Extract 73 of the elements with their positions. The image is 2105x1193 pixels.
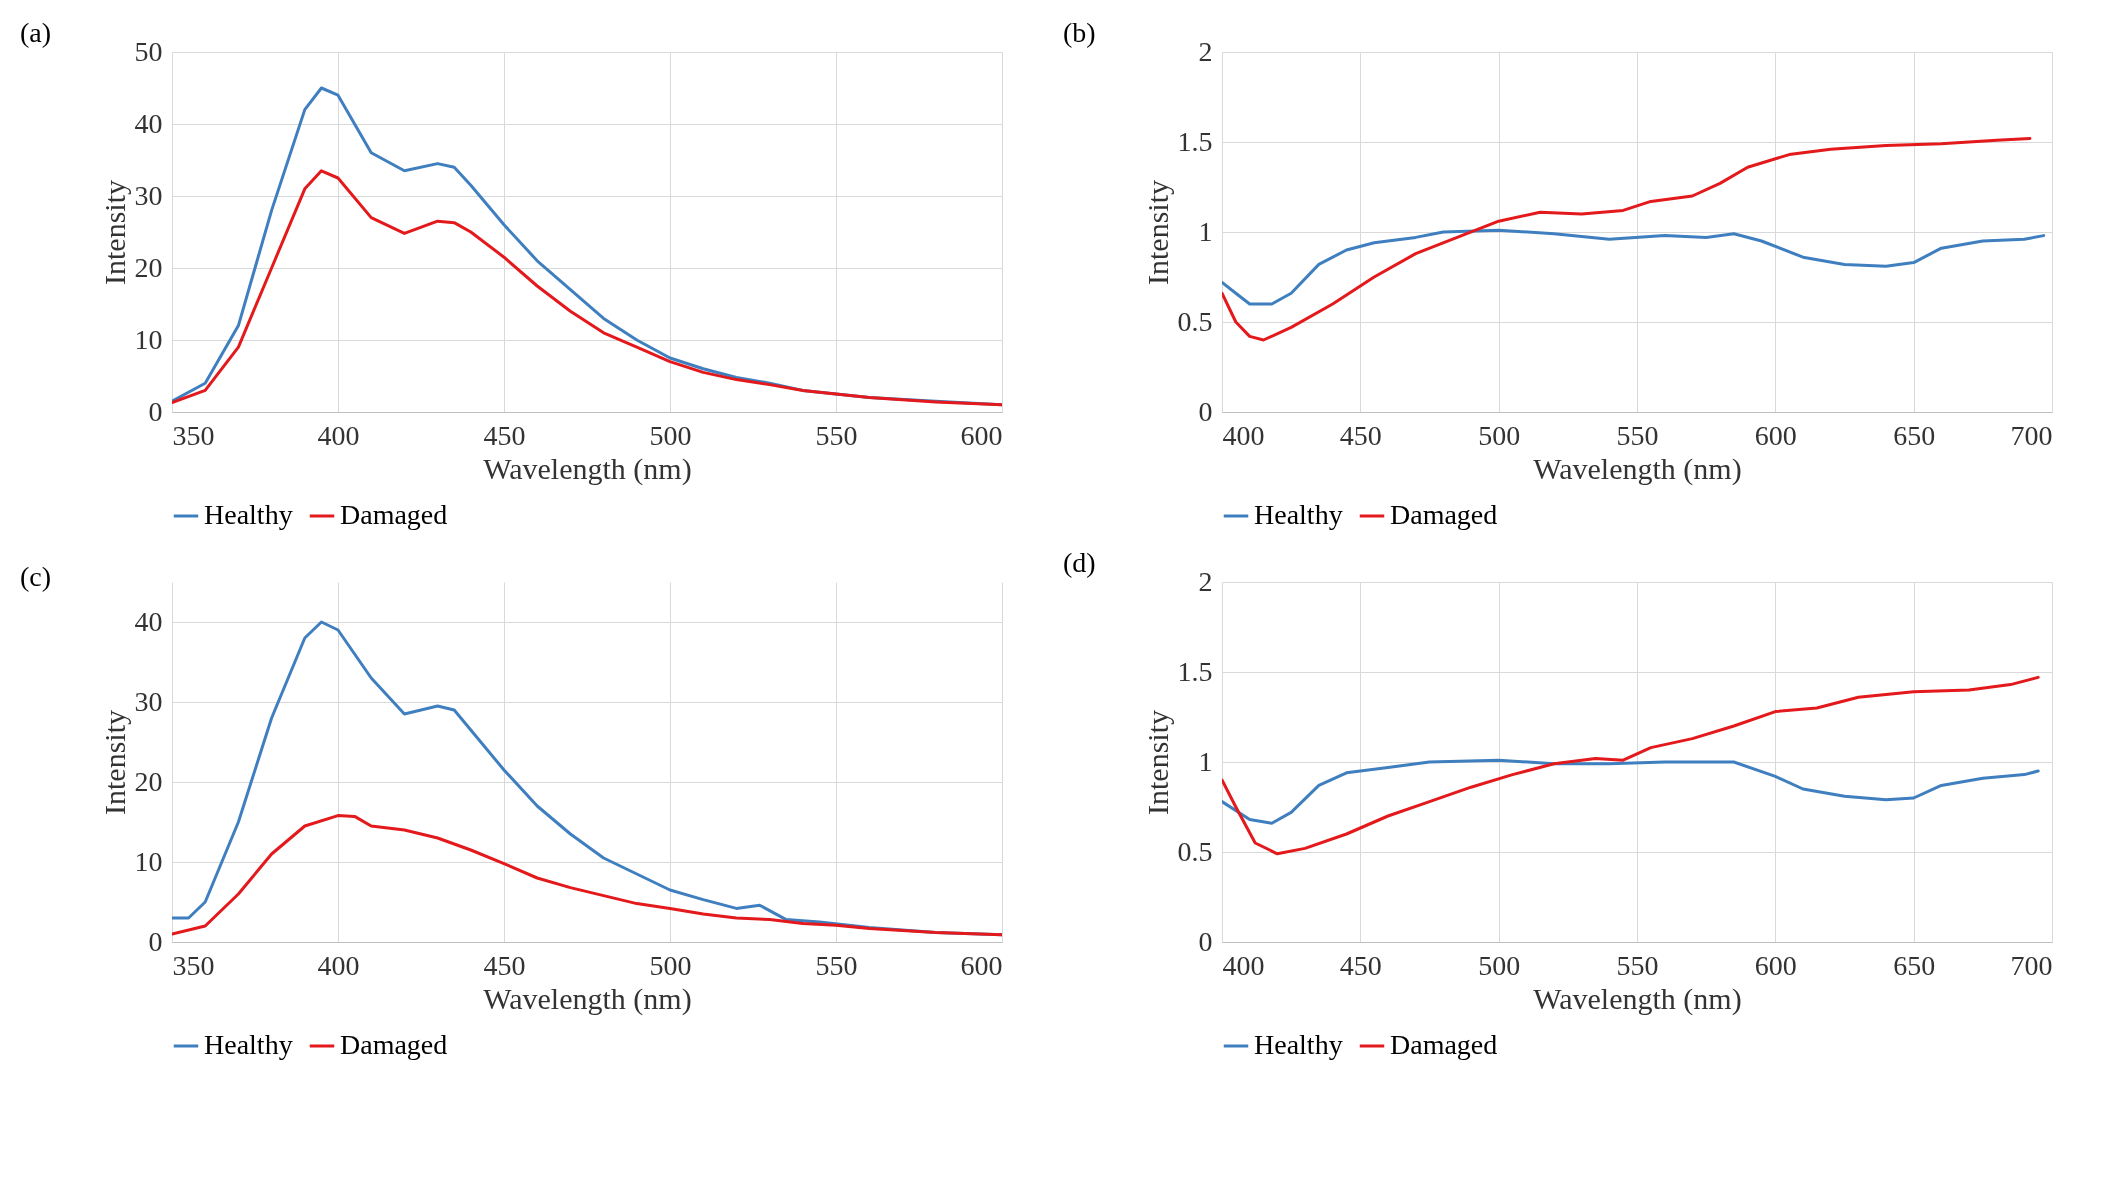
x-tick-label: 350: [172, 949, 215, 981]
x-tick-label: 600: [1754, 419, 1797, 451]
legend-label: Damaged: [340, 1029, 448, 1060]
legend-label: Damaged: [340, 499, 448, 530]
x-tick-label: 650: [1893, 419, 1936, 451]
y-tick-label: 2: [1198, 565, 1213, 597]
y-tick-label: 50: [134, 35, 163, 67]
x-tick-label: 500: [649, 419, 692, 451]
x-axis-title: Wavelength (nm): [1533, 451, 1742, 486]
legend-label: Healthy: [204, 1029, 293, 1060]
legend-label: Damaged: [1390, 499, 1498, 530]
chart-title: (c): [20, 561, 52, 592]
y-tick-label: 10: [134, 323, 163, 355]
x-tick-label: 500: [1478, 419, 1521, 451]
x-tick-label: 650: [1893, 949, 1936, 981]
x-tick-label: 600: [960, 949, 1003, 981]
y-tick-label: 0: [148, 395, 163, 427]
y-tick-label: 30: [134, 685, 163, 717]
x-tick-label: 400: [317, 419, 360, 451]
legend-label: Healthy: [1254, 499, 1343, 530]
chart-title: (a): [20, 17, 52, 48]
legend-label: Healthy: [204, 499, 293, 530]
line-series: [172, 814, 1002, 937]
x-axis-title: Wavelength (nm): [483, 451, 692, 486]
y-tick-label: 0: [1198, 925, 1213, 957]
x-axis-title: Wavelength (nm): [1533, 981, 1742, 1016]
y-tick-label: 40: [134, 605, 163, 637]
x-tick-label: 400: [1222, 419, 1265, 451]
y-axis-title: Intensity: [97, 180, 131, 285]
x-tick-label: 350: [172, 419, 215, 451]
y-tick-label: 2: [1198, 35, 1213, 67]
y-tick-label: 30: [134, 179, 163, 211]
x-tick-label: 400: [317, 949, 360, 981]
y-tick-label: 20: [134, 251, 163, 283]
line-series: [1222, 136, 2032, 342]
x-tick-label: 550: [1616, 419, 1659, 451]
line-series: [1222, 675, 2040, 856]
x-tick-label: 500: [1478, 949, 1521, 981]
y-axis-title: Intensity: [97, 710, 131, 815]
y-tick-label: 0.5: [1177, 305, 1213, 337]
line-series: [1222, 758, 2040, 825]
y-tick-label: 1.5: [1177, 125, 1213, 157]
y-tick-label: 10: [134, 845, 163, 877]
x-tick-label: 600: [1754, 949, 1797, 981]
y-tick-label: 20: [134, 765, 163, 797]
x-tick-label: 550: [815, 949, 858, 981]
y-axis-title: Intensity: [1140, 180, 1174, 285]
x-tick-label: 450: [483, 949, 526, 981]
chart-title: (d): [1063, 547, 1096, 578]
x-axis-title: Wavelength (nm): [483, 981, 692, 1016]
chart-title: (b): [1063, 17, 1096, 48]
x-tick-label: 700: [2010, 419, 2053, 451]
x-tick-label: 550: [1616, 949, 1659, 981]
x-tick-label: 700: [2010, 949, 2053, 981]
x-tick-label: 400: [1222, 949, 1265, 981]
line-series: [1222, 228, 2046, 306]
line-series: [172, 169, 1002, 407]
y-tick-label: 0: [148, 925, 163, 957]
y-tick-label: 1: [1198, 215, 1213, 247]
y-tick-label: 1: [1198, 745, 1213, 777]
legend-label: Damaged: [1390, 1029, 1498, 1060]
x-tick-label: 450: [1339, 419, 1382, 451]
y-axis-title: Intensity: [1140, 710, 1174, 815]
x-tick-label: 550: [815, 419, 858, 451]
x-tick-label: 450: [483, 419, 526, 451]
y-tick-label: 0: [1198, 395, 1213, 427]
x-tick-label: 500: [649, 949, 692, 981]
x-tick-label: 600: [960, 419, 1003, 451]
y-tick-label: 40: [134, 107, 163, 139]
y-tick-label: 1.5: [1177, 655, 1213, 687]
x-tick-label: 450: [1339, 949, 1382, 981]
y-tick-label: 0.5: [1177, 835, 1213, 867]
legend-label: Healthy: [1254, 1029, 1343, 1060]
